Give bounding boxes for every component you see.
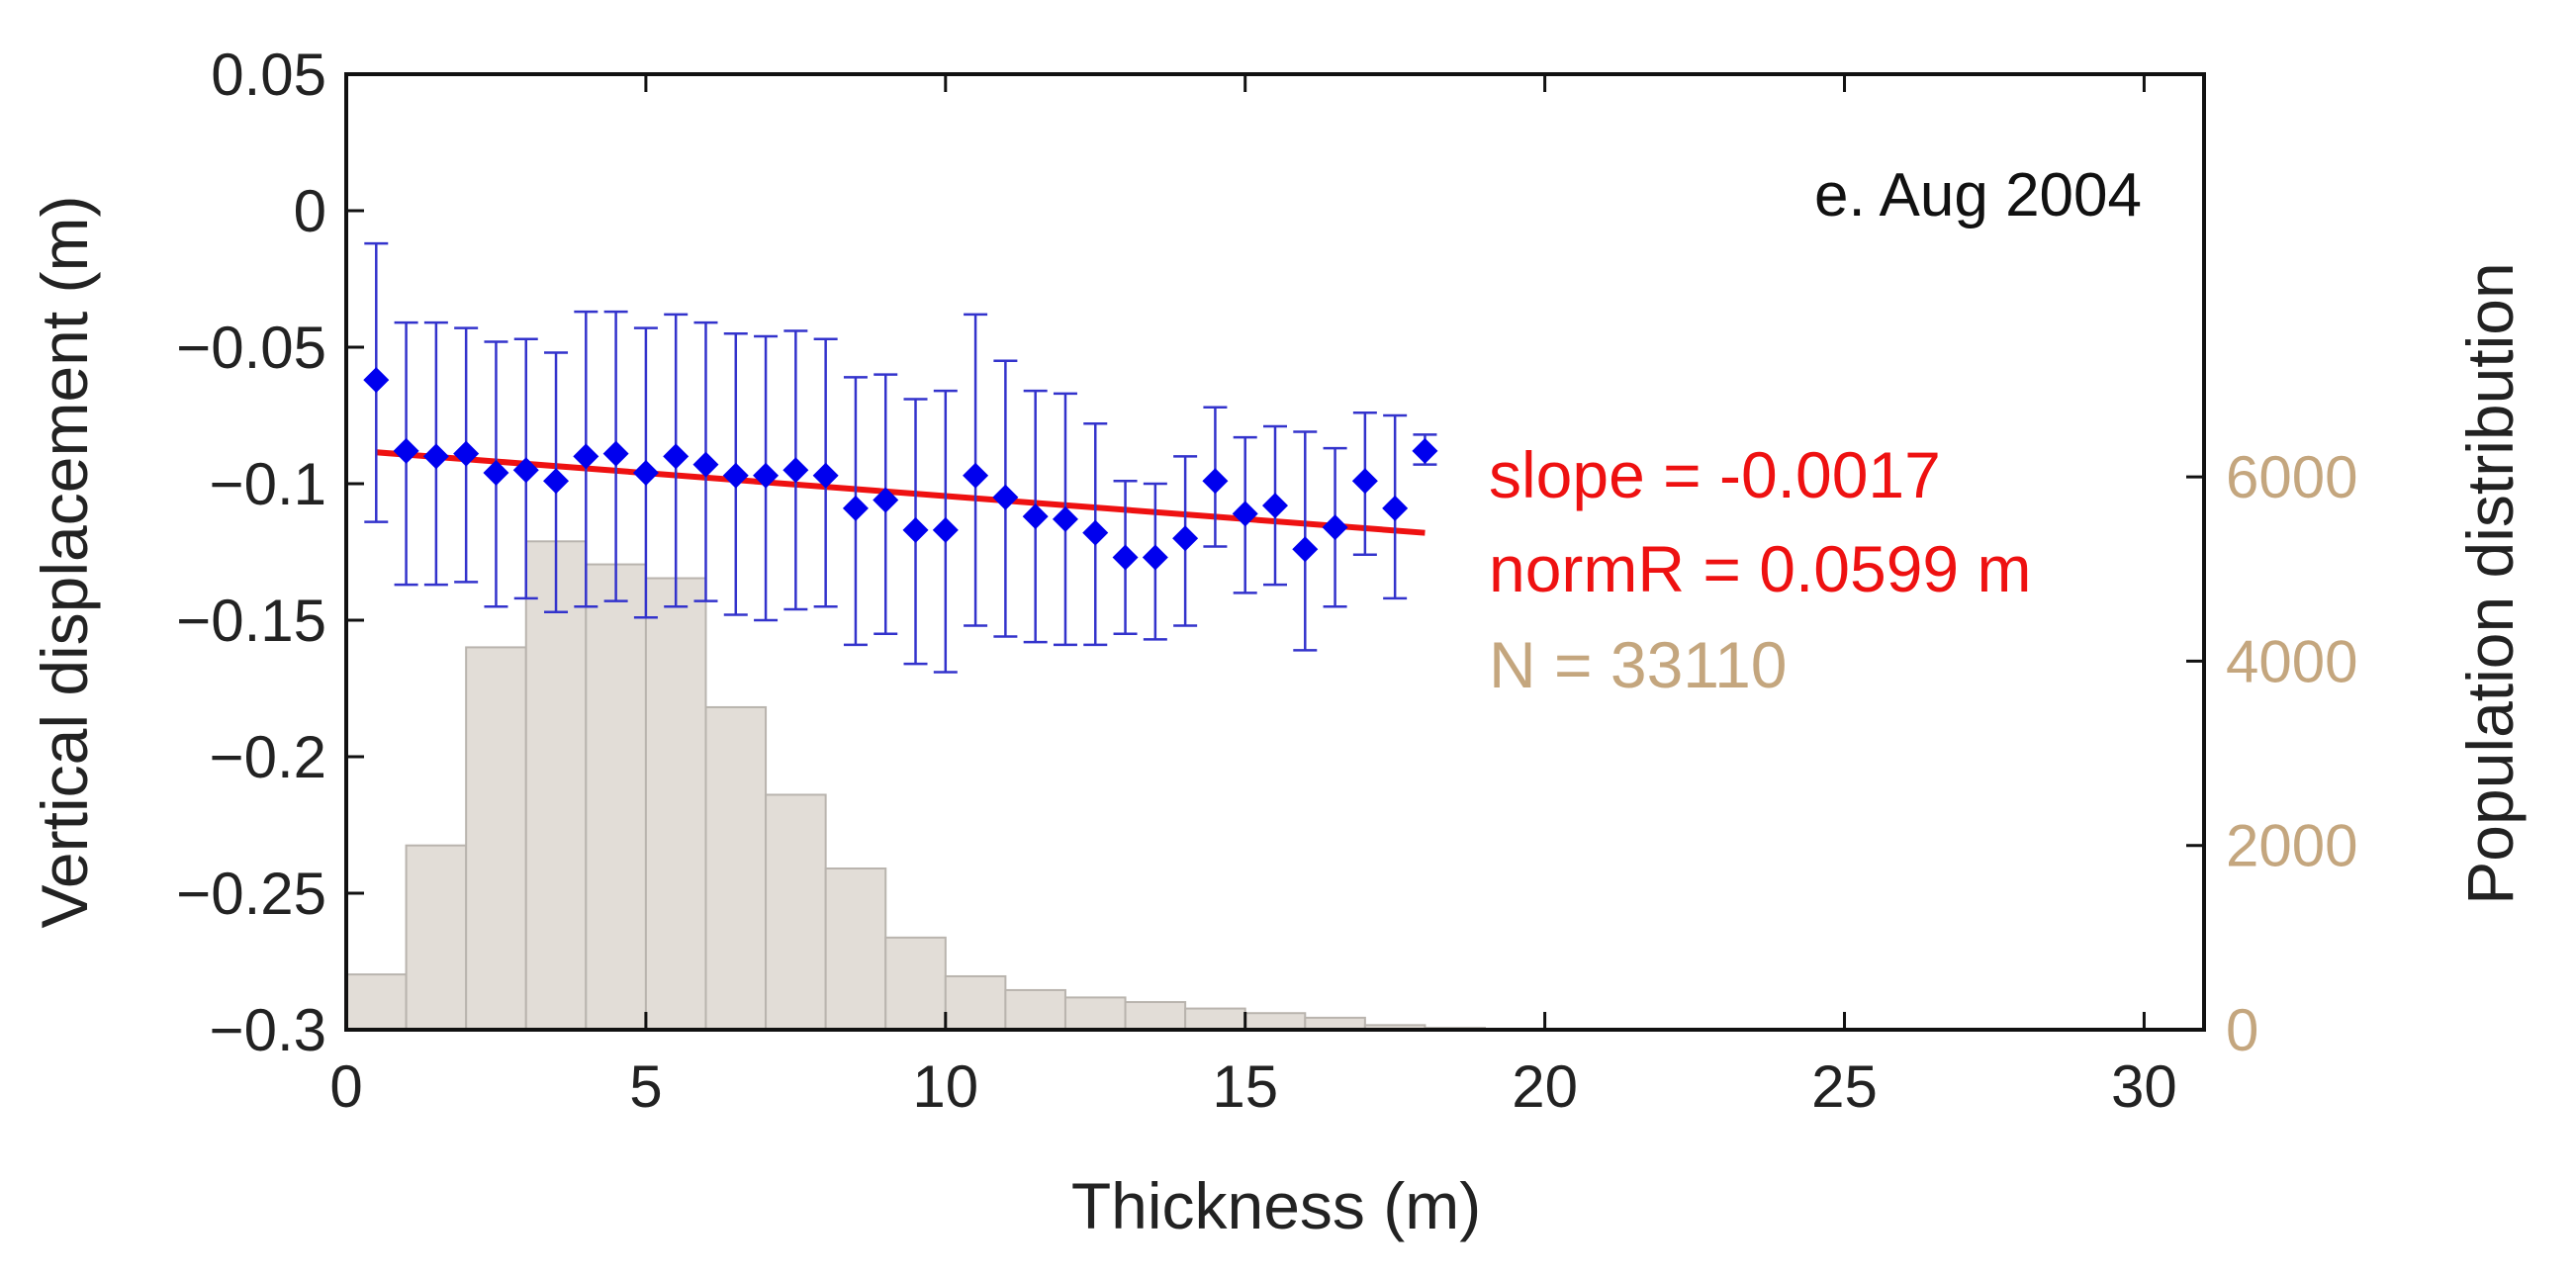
data-point <box>932 516 959 543</box>
histogram-bar <box>585 563 647 1031</box>
data-point <box>393 437 419 464</box>
data-point <box>1202 468 1229 495</box>
data-point <box>1022 503 1049 530</box>
data-point <box>483 459 509 486</box>
data-point <box>632 459 659 486</box>
y-tick-label: −0.25 <box>176 861 326 927</box>
data-point <box>842 495 869 521</box>
y-axis-ticks: 0.05 0 −0.05 −0.1 −0.15 −0.2 −0.25 −0.3 <box>176 42 364 1063</box>
data-point <box>363 367 390 394</box>
histogram-bar <box>644 577 707 1031</box>
y2-tick-label: 4000 <box>2226 628 2357 694</box>
histogram-bar <box>465 646 527 1031</box>
data-point <box>1322 514 1348 541</box>
slope-annotation: slope = -0.0017 <box>1489 438 1941 511</box>
fit-line-layer <box>376 449 1426 536</box>
data-point <box>1382 495 1409 521</box>
data-point <box>663 443 690 470</box>
fit-line <box>376 449 1426 536</box>
histogram-bar <box>824 867 887 1032</box>
y-axis-title: Vertical displacement (m) <box>28 196 101 929</box>
data-point <box>1172 525 1199 552</box>
y2-axis-title: Population distribution <box>2453 262 2527 904</box>
x-tick-label: 0 <box>329 1053 362 1120</box>
histogram-bar <box>884 936 947 1032</box>
data-point <box>1082 519 1109 546</box>
x-tick-label: 25 <box>1811 1053 1878 1120</box>
histogram-bar <box>1063 996 1127 1032</box>
data-points <box>363 241 1438 674</box>
x-axis-ticks: 0 5 10 15 20 25 30 <box>329 74 2177 1120</box>
data-point <box>1292 536 1319 563</box>
y-tick-label: −0.1 <box>210 451 326 517</box>
data-point <box>602 440 629 467</box>
x-tick-label: 15 <box>1212 1053 1278 1120</box>
data-point <box>812 462 839 489</box>
data-point <box>422 443 449 470</box>
data-point <box>692 451 719 478</box>
y-tick-label: −0.3 <box>210 997 326 1063</box>
y2-tick-label: 2000 <box>2226 813 2357 879</box>
data-point <box>753 462 780 489</box>
y2-axis-ticks: 0 2000 4000 6000 <box>2186 444 2357 1063</box>
data-point <box>1412 437 1438 464</box>
data-point <box>782 457 809 484</box>
x-tick-label: 20 <box>1512 1053 1578 1120</box>
data-point <box>1351 468 1378 495</box>
x-tick-label: 5 <box>629 1053 662 1120</box>
data-point <box>1262 493 1288 519</box>
histogram-bar <box>345 973 408 1032</box>
n-annotation: N = 33110 <box>1489 628 1788 701</box>
y-tick-label: −0.15 <box>176 588 326 654</box>
data-point <box>902 516 929 543</box>
histogram-bar <box>944 974 1007 1031</box>
histogram-bar <box>765 793 827 1032</box>
histogram-bar <box>1243 1012 1307 1032</box>
y-tick-label: 0.05 <box>211 42 326 108</box>
data-point <box>453 440 480 467</box>
x-tick-label: 30 <box>2111 1053 2177 1120</box>
normr-annotation: normR = 0.0599 m <box>1489 532 2031 605</box>
data-point <box>1112 544 1139 571</box>
x-tick-label: 10 <box>912 1053 978 1120</box>
histogram-bar <box>405 844 468 1032</box>
plot-frame <box>344 72 2206 1032</box>
x-axis-title: Thickness (m) <box>1071 1169 1481 1242</box>
data-point <box>873 487 899 513</box>
y2-tick-label: 6000 <box>2226 444 2357 510</box>
histogram-bar <box>1124 1001 1187 1032</box>
y-tick-label: −0.05 <box>176 315 326 381</box>
chart-title: e. Aug 2004 <box>1814 161 2142 229</box>
y-tick-label: −0.2 <box>210 724 326 790</box>
y-tick-label: 0 <box>294 178 326 244</box>
data-point <box>1142 544 1168 571</box>
histogram-bar <box>1004 988 1066 1032</box>
data-point <box>1052 505 1078 532</box>
histogram-bars <box>345 540 1487 1032</box>
histogram-bar <box>704 705 768 1032</box>
data-point <box>573 443 599 470</box>
histogram-bar <box>524 540 588 1031</box>
data-point <box>543 468 570 495</box>
data-point <box>512 457 539 484</box>
y2-tick-label: 0 <box>2226 997 2258 1063</box>
data-point <box>722 462 749 489</box>
data-point <box>1232 501 1258 527</box>
data-point <box>992 484 1019 510</box>
histogram-bar <box>1184 1007 1246 1031</box>
data-point <box>963 462 989 489</box>
